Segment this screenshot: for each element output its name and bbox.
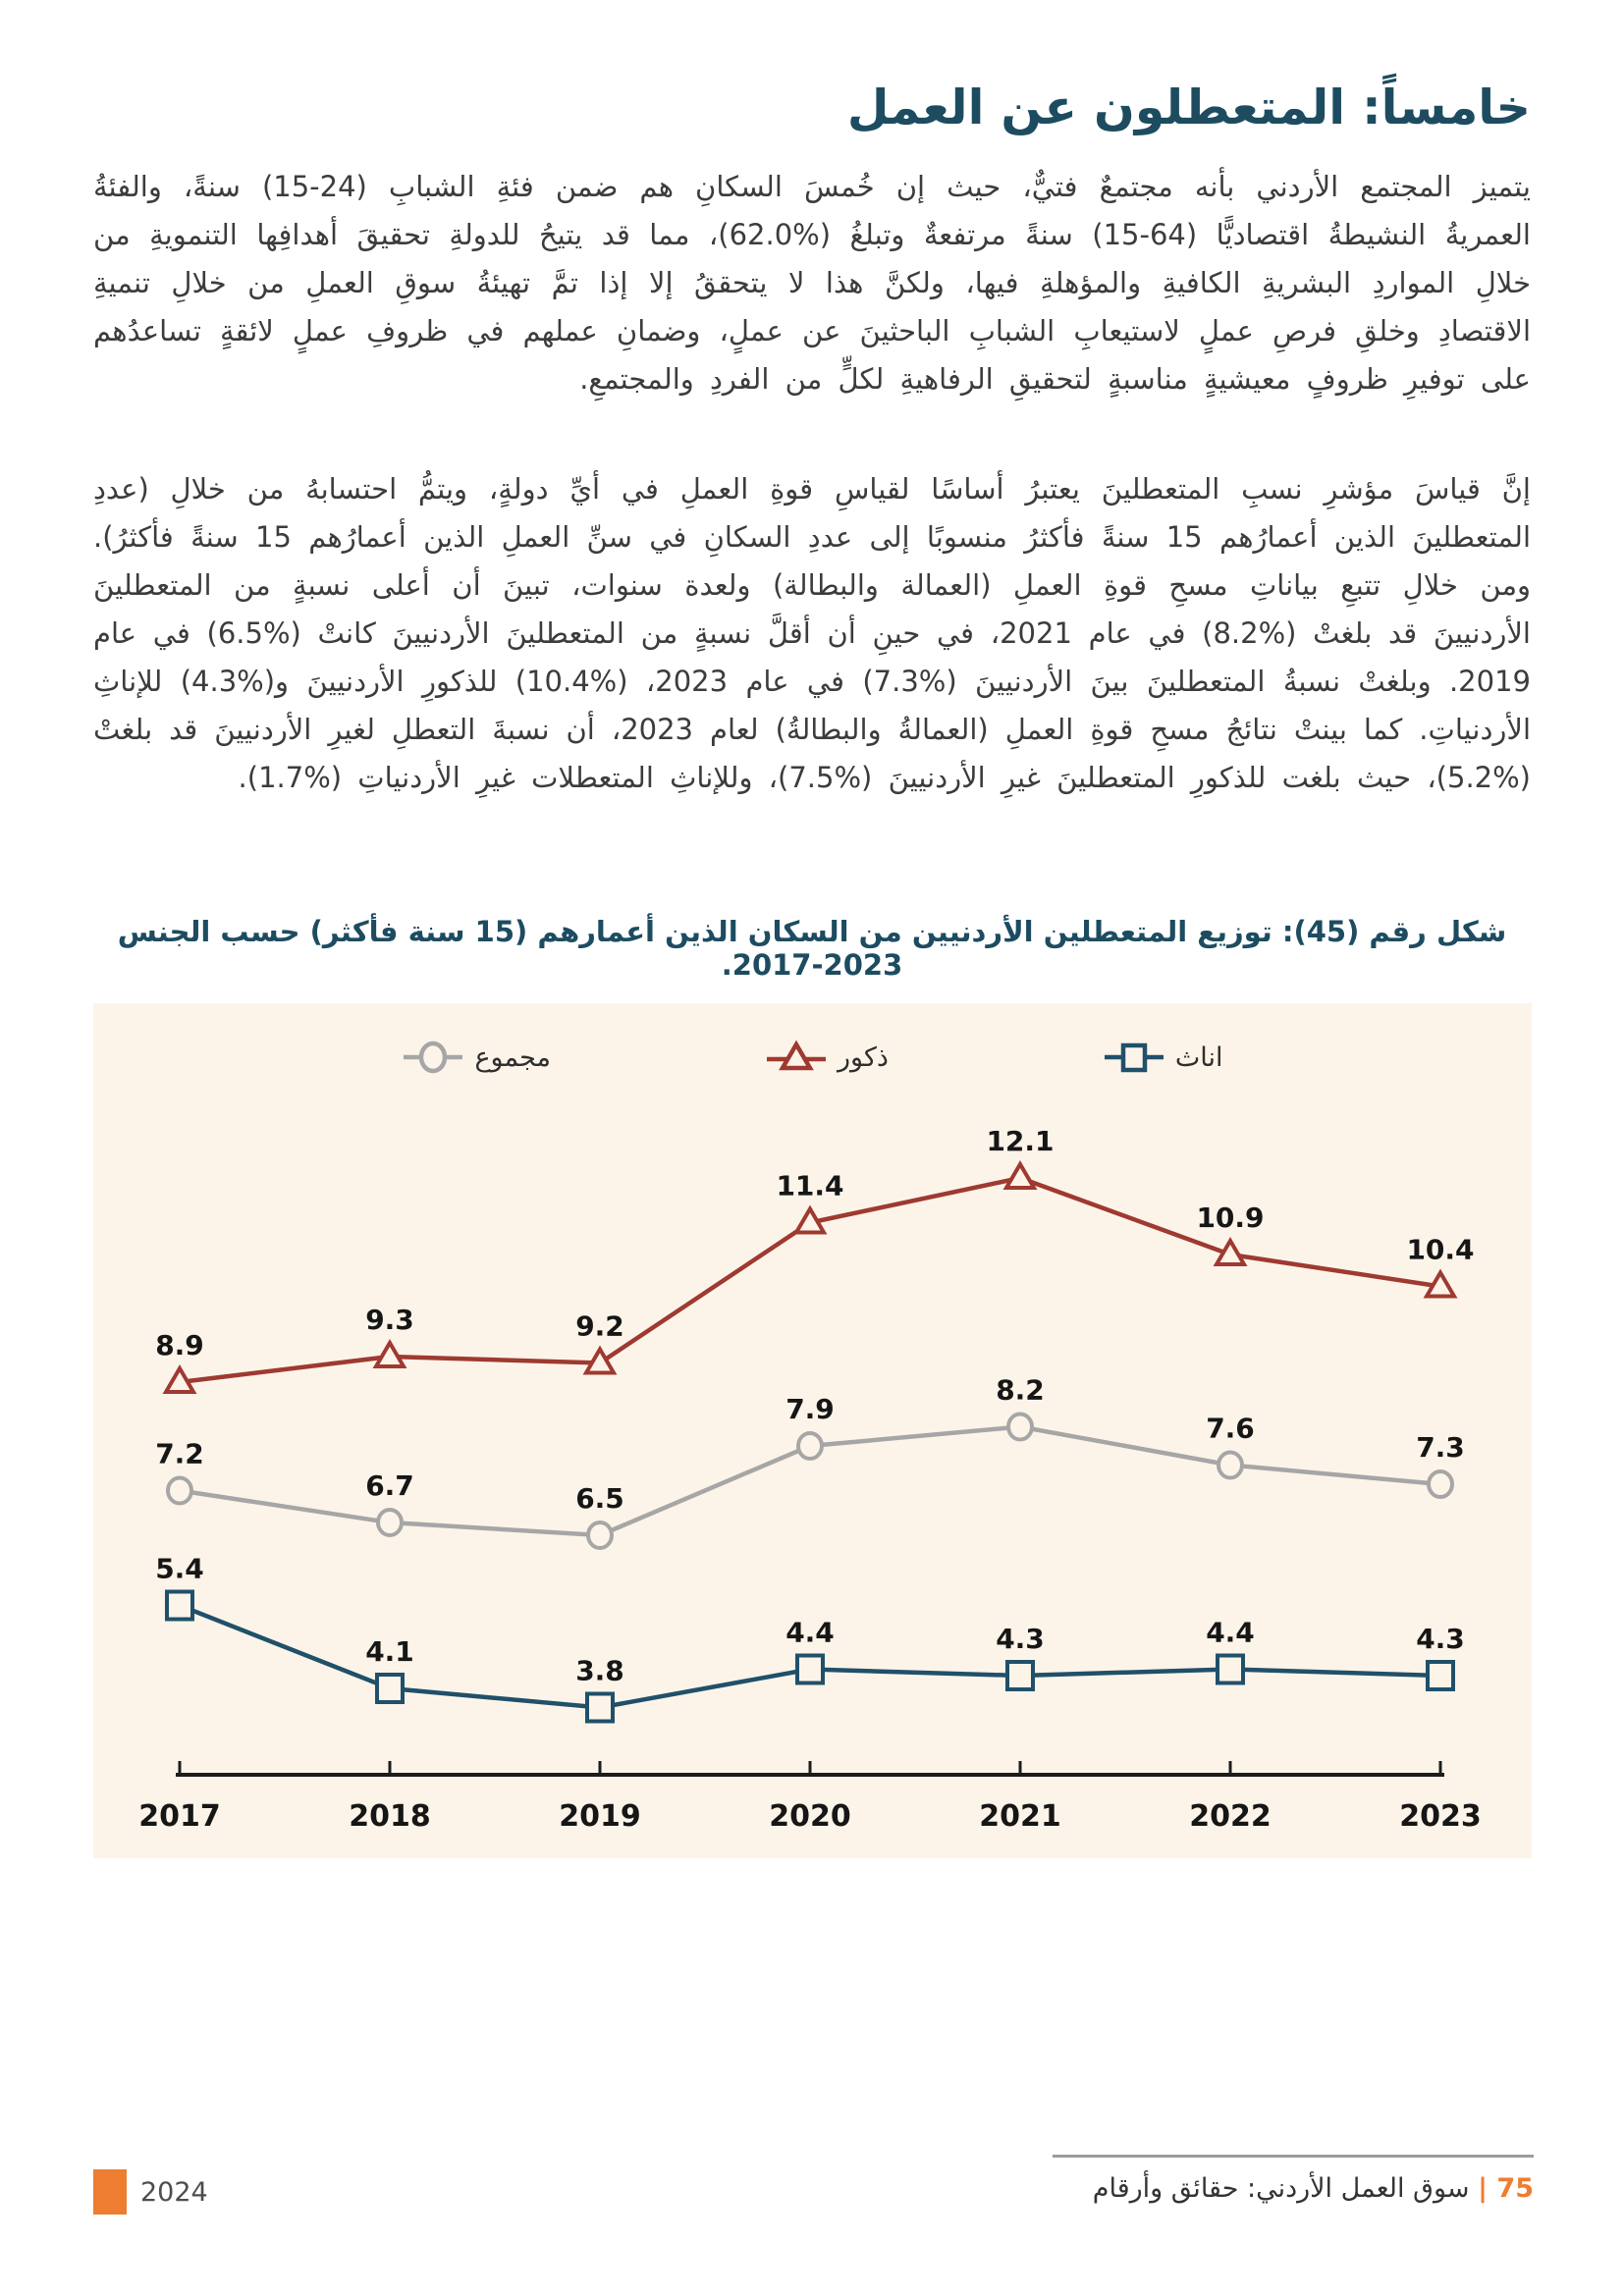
footer-year: 2024	[93, 2169, 208, 2215]
data-label-total: 6.7	[365, 1469, 414, 1502]
chart-legend: مجموع ذكور اناث	[93, 1003, 1532, 1080]
circle-marker-icon	[796, 1431, 824, 1461]
data-label-total: 7.2	[155, 1438, 204, 1470]
circle-marker-icon	[586, 1521, 614, 1550]
triangle-marker-icon	[582, 1345, 618, 1375]
square-marker-icon	[375, 1673, 405, 1704]
paragraph-intro: يتميز المجتمع الأردني بأنه مجتمعٌ فتيٌّ،…	[93, 170, 1531, 396]
data-label-females: 4.4	[1206, 1617, 1255, 1649]
book-title-text: سوق العمل الأردني: حقائق وأرقام	[1092, 2173, 1470, 2204]
figure-45-chart: مجموع ذكور اناث	[93, 1003, 1532, 1858]
legend-label-females: اناث	[1174, 1041, 1223, 1073]
triangle-marker-icon	[792, 1204, 828, 1235]
legend-label-males: ذكور	[838, 1041, 889, 1073]
legend-item-total: مجموع	[402, 1038, 551, 1077]
orange-block-icon	[93, 2169, 127, 2215]
x-axis-label: 2023	[1399, 1799, 1482, 1834]
square-marker-icon	[165, 1589, 194, 1622]
x-axis-label: 2020	[769, 1799, 851, 1834]
data-label-females: 5.4	[155, 1553, 204, 1585]
x-axis-label: 2019	[559, 1799, 641, 1834]
figure-caption: شكل رقم (45): توزيع المتعطلين الأردنيين …	[117, 915, 1507, 982]
data-label-females: 4.3	[996, 1623, 1045, 1655]
x-axis-label: 2018	[349, 1799, 431, 1834]
footer-year-label: 2024	[140, 2176, 208, 2208]
footer-divider	[1053, 2155, 1534, 2158]
circle-marker-icon	[1006, 1412, 1034, 1442]
data-label-males: 9.2	[575, 1310, 624, 1343]
square-marker-icon	[1216, 1653, 1245, 1685]
data-label-males: 9.3	[365, 1304, 414, 1336]
data-label-females: 4.4	[785, 1617, 835, 1649]
data-label-males: 10.9	[1196, 1201, 1264, 1234]
circle-marker-icon	[404, 1041, 463, 1074]
data-label-males: 10.4	[1406, 1234, 1474, 1266]
triangle-marker-icon	[767, 1040, 826, 1071]
triangle-marker-icon	[372, 1339, 407, 1368]
legend-label-total: مجموع	[474, 1041, 551, 1073]
triangle-marker-icon	[1423, 1268, 1458, 1299]
x-axis-label: 2021	[979, 1799, 1061, 1834]
triangle-marker-icon	[162, 1364, 197, 1394]
square-marker-icon	[795, 1653, 825, 1685]
data-label-males: 8.9	[155, 1329, 204, 1362]
x-axis-label: 2017	[138, 1799, 221, 1834]
data-label-males: 12.1	[986, 1125, 1054, 1157]
square-marker-icon	[1104, 1042, 1164, 1073]
data-label-total: 6.5	[575, 1482, 624, 1515]
data-label-total: 7.6	[1206, 1413, 1255, 1445]
legend-item-males: ذكور	[765, 1038, 889, 1077]
chart-plot: 2017 2018 2019 2020 2021 2022 2023 7.2 6.7 6.5 7.9…	[138, 1125, 1482, 1834]
page-number: 75 |	[1478, 2173, 1534, 2204]
square-marker-icon	[1005, 1660, 1035, 1691]
data-label-females: 4.1	[365, 1635, 414, 1668]
data-label-females: 3.8	[575, 1655, 624, 1687]
triangle-marker-icon	[1002, 1160, 1038, 1190]
footer-book-title: 75 | سوق العمل الأردني: حقائق وأرقام	[1093, 2173, 1534, 2204]
circle-marker-icon	[376, 1508, 404, 1537]
page-title: خامساً: المتعطلون عن العمل	[846, 79, 1531, 135]
data-label-total: 7.9	[785, 1393, 835, 1425]
square-marker-icon	[585, 1691, 615, 1724]
data-label-males: 11.4	[776, 1170, 843, 1202]
circle-marker-icon	[1427, 1469, 1454, 1499]
data-label-total: 7.3	[1416, 1431, 1465, 1464]
data-label-females: 4.3	[1416, 1623, 1465, 1655]
triangle-marker-icon	[1213, 1237, 1248, 1266]
square-marker-icon	[1426, 1660, 1455, 1691]
x-axis-label: 2022	[1189, 1799, 1272, 1834]
paragraph-unemployment-stats: إنَّ قياسَ مؤشرِ نسبِ المتعطلينَ يعتبرُ …	[93, 472, 1531, 794]
circle-marker-icon	[1217, 1450, 1244, 1480]
data-label-total: 8.2	[996, 1374, 1045, 1407]
legend-item-females: اناث	[1103, 1038, 1223, 1077]
circle-marker-icon	[166, 1475, 193, 1506]
